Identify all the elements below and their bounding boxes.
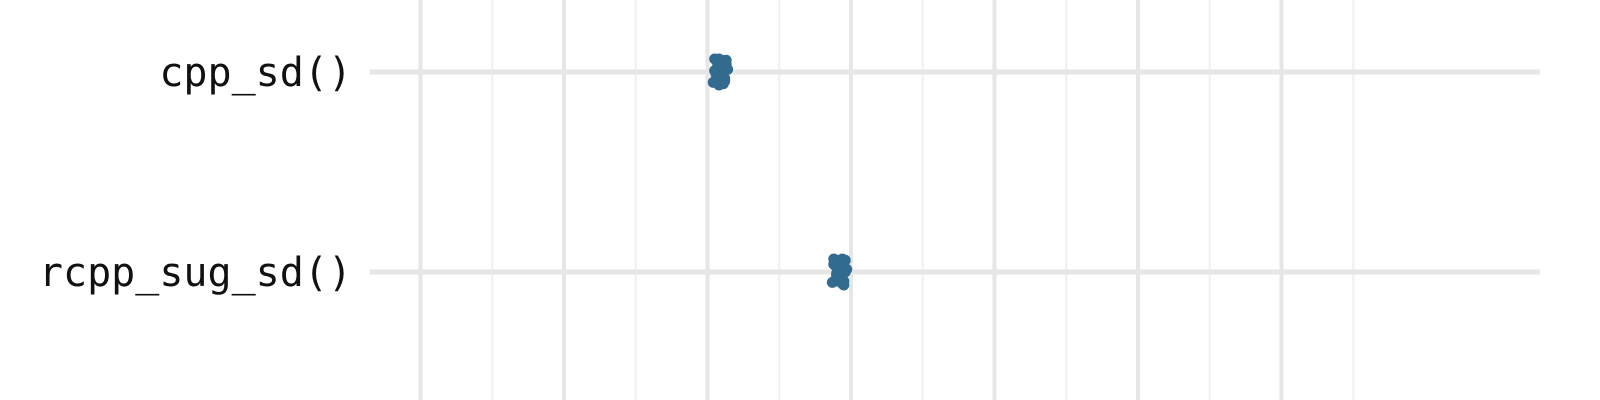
data-point: [719, 75, 731, 87]
data-point: [716, 56, 728, 68]
category-labels: cpp_sd() rcpp_sug_sd(): [39, 50, 352, 296]
data-point: [838, 275, 850, 287]
category-label: cpp_sd(): [159, 50, 352, 96]
grid-layer: [418, 0, 1355, 400]
points-layer: [707, 53, 853, 291]
category-label: rcpp_sug_sd(): [39, 250, 352, 296]
row-gridlines: [370, 69, 1540, 275]
data-point: [836, 256, 848, 268]
